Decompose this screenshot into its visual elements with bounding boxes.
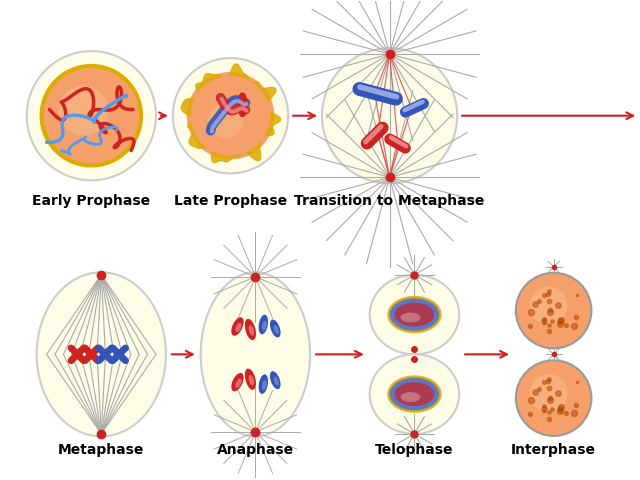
Circle shape bbox=[516, 360, 591, 436]
Ellipse shape bbox=[236, 379, 241, 388]
Ellipse shape bbox=[270, 371, 280, 389]
Circle shape bbox=[204, 99, 248, 143]
Ellipse shape bbox=[231, 373, 244, 391]
Ellipse shape bbox=[259, 315, 268, 335]
Circle shape bbox=[322, 48, 457, 183]
Ellipse shape bbox=[274, 377, 279, 386]
Circle shape bbox=[42, 66, 141, 166]
Ellipse shape bbox=[401, 312, 420, 323]
Ellipse shape bbox=[395, 302, 435, 326]
Circle shape bbox=[27, 51, 156, 180]
Ellipse shape bbox=[248, 375, 254, 385]
Polygon shape bbox=[181, 64, 280, 163]
Ellipse shape bbox=[262, 321, 267, 330]
Ellipse shape bbox=[401, 392, 420, 402]
Ellipse shape bbox=[245, 369, 256, 390]
Ellipse shape bbox=[245, 319, 256, 340]
Ellipse shape bbox=[388, 377, 440, 411]
Ellipse shape bbox=[36, 272, 166, 436]
Text: Telophase: Telophase bbox=[375, 443, 454, 457]
Text: Transition to Metaphase: Transition to Metaphase bbox=[294, 194, 484, 208]
Circle shape bbox=[173, 58, 288, 173]
Ellipse shape bbox=[236, 323, 241, 332]
Ellipse shape bbox=[388, 297, 440, 332]
Ellipse shape bbox=[262, 380, 267, 390]
Text: Anaphase: Anaphase bbox=[217, 443, 294, 457]
Circle shape bbox=[207, 103, 243, 139]
Ellipse shape bbox=[270, 320, 280, 337]
Ellipse shape bbox=[248, 325, 254, 336]
Circle shape bbox=[516, 273, 591, 348]
Text: Early Prophase: Early Prophase bbox=[32, 194, 150, 208]
Ellipse shape bbox=[370, 354, 459, 434]
Circle shape bbox=[187, 72, 275, 159]
Text: Metaphase: Metaphase bbox=[58, 443, 145, 457]
Circle shape bbox=[191, 76, 270, 156]
Text: Interphase: Interphase bbox=[511, 443, 596, 457]
Ellipse shape bbox=[395, 382, 435, 406]
Ellipse shape bbox=[201, 272, 310, 436]
Ellipse shape bbox=[370, 275, 459, 354]
Circle shape bbox=[530, 374, 568, 412]
Circle shape bbox=[530, 287, 568, 324]
Circle shape bbox=[58, 86, 108, 136]
Ellipse shape bbox=[231, 317, 244, 336]
Ellipse shape bbox=[274, 325, 279, 334]
Text: Late Prophase: Late Prophase bbox=[174, 194, 287, 208]
Ellipse shape bbox=[259, 374, 268, 394]
